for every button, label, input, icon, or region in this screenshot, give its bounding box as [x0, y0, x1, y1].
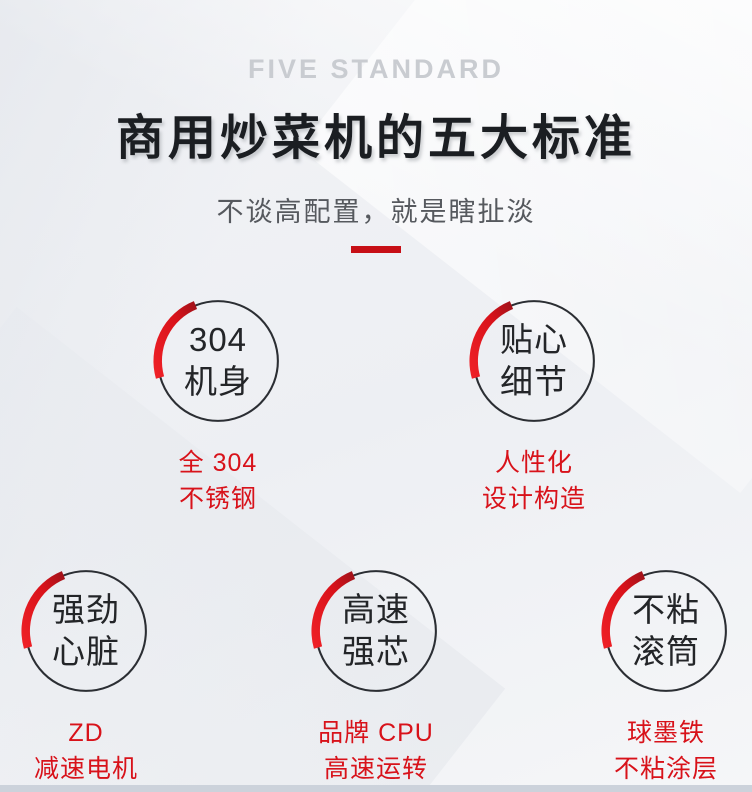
circle-arc-icon — [311, 570, 437, 692]
standard-card-details: 贴心 细节 人性化 设计构造 — [451, 295, 617, 517]
red-divider — [351, 246, 401, 253]
caption-line2: 不锈钢 — [178, 484, 257, 513]
badge-line2: 强芯 — [342, 633, 410, 670]
caption-line1: 球墨铁 — [626, 719, 705, 747]
standard-card-304-body: 304 机身 全 304 不锈钢 — [135, 295, 301, 517]
badge-label: 高速 强芯 — [310, 565, 442, 697]
bottom-strip — [0, 785, 752, 792]
circle-badge: 强劲 心脏 — [20, 565, 152, 697]
circle-badge: 304 机身 — [152, 295, 284, 427]
badge-line1: 强劲 — [52, 590, 120, 628]
caption-line1: 品牌 CPU — [318, 719, 434, 747]
circle-badge: 高速 强芯 — [310, 565, 442, 697]
badge-label: 贴心 细节 — [468, 295, 600, 427]
caption-line2: 不粘涂层 — [613, 754, 718, 783]
circle-badge: 贴心 细节 — [468, 295, 600, 427]
caption-line1: ZD — [68, 719, 104, 747]
eyebrow-text: FIVE STANDARD — [247, 54, 504, 84]
standard-card-cpu: 高速 强芯 品牌 CPU 高速运转 — [293, 565, 459, 787]
caption-line2: 设计构造 — [481, 484, 586, 513]
circle-arc-icon — [21, 570, 147, 692]
badge-line1: 304 — [188, 320, 248, 358]
standard-card-motor: 强劲 心脏 ZD 减速电机 — [3, 565, 169, 787]
standards-row-bottom: 强劲 心脏 ZD 减速电机 高速 强芯 品牌 CPU — [0, 565, 752, 787]
circle-badge: 不粘 滚筒 — [600, 565, 732, 697]
badge-line1: 高速 — [342, 590, 410, 628]
caption-line1: 人性化 — [494, 449, 573, 477]
badge-caption: ZD 减速电机 — [34, 716, 138, 787]
badge-line1: 不粘 — [632, 590, 700, 628]
circle-arc-icon — [469, 300, 595, 422]
badge-line2: 心脏 — [52, 633, 120, 670]
circle-arc-icon — [153, 300, 279, 422]
badge-label: 强劲 心脏 — [20, 565, 152, 697]
circle-arc-icon — [601, 570, 727, 692]
badge-line2: 滚筒 — [632, 633, 700, 670]
standards-row-top: 304 机身 全 304 不锈钢 贴心 细节 人性化 — [0, 295, 752, 517]
badge-caption: 品牌 CPU 高速运转 — [318, 716, 434, 787]
badge-line2: 细节 — [500, 363, 568, 400]
badge-caption: 全 304 不锈钢 — [179, 446, 258, 517]
badge-label: 不粘 滚筒 — [600, 565, 732, 697]
caption-line2: 高速运转 — [323, 754, 428, 783]
page-title: 商用炒菜机的五大标准 — [115, 112, 636, 165]
header: FIVE STANDARD 商用炒菜机的五大标准 不谈高配置，就是瞎扯淡 — [0, 0, 752, 253]
badge-caption: 人性化 设计构造 — [482, 446, 586, 517]
caption-line2: 减速电机 — [33, 754, 138, 783]
page-subtitle: 不谈高配置，就是瞎扯淡 — [216, 197, 536, 227]
badge-caption: 球墨铁 不粘涂层 — [614, 716, 718, 787]
standard-card-drum: 不粘 滚筒 球墨铁 不粘涂层 — [583, 565, 749, 787]
caption-line1: 全 304 — [178, 449, 258, 477]
badge-line1: 贴心 — [500, 320, 568, 358]
badge-line2: 机身 — [184, 363, 252, 400]
badge-label: 304 机身 — [152, 295, 284, 427]
